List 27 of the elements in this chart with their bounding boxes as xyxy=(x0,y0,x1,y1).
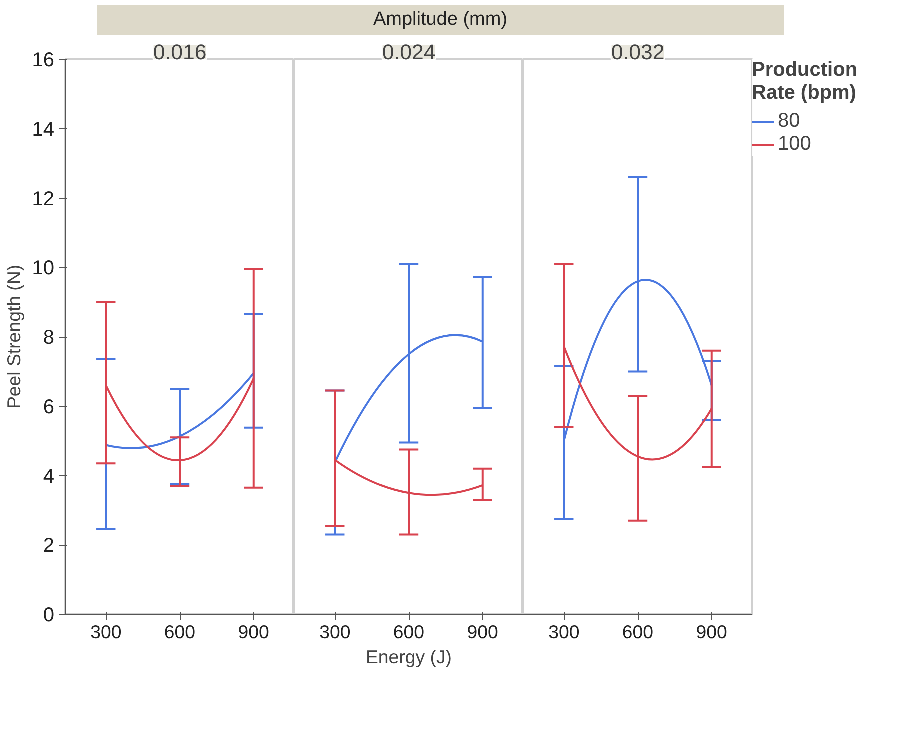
chart-title: 0.016 xyxy=(153,40,207,64)
x-tick-label: 300 xyxy=(320,622,351,642)
x-tick-label: 300 xyxy=(548,622,580,642)
y-tick-label: 8 xyxy=(43,327,54,349)
y-tick-label: 4 xyxy=(43,466,54,488)
legend-label: 80 xyxy=(778,110,800,133)
chart-title: 0.024 xyxy=(382,40,436,64)
legend-label: 100 xyxy=(778,133,812,156)
text: Amplitude (mm) xyxy=(373,8,508,32)
x-tick-label: 900 xyxy=(467,622,498,642)
y-tick-label: 14 xyxy=(32,118,55,141)
legend-title: Production Rate (bpm) xyxy=(752,59,858,105)
x-tick-label: 600 xyxy=(622,622,654,642)
y-tick-label: 16 xyxy=(32,50,55,72)
y-tick-label: 2 xyxy=(43,535,54,558)
x-tick-label: 600 xyxy=(393,622,425,642)
x-tick-label: 900 xyxy=(238,622,270,642)
y-tick-label: 0 xyxy=(43,604,54,626)
y-tick-label: 6 xyxy=(43,396,54,418)
x-tick-label: 600 xyxy=(164,622,196,642)
y-tick-label: 12 xyxy=(32,188,55,210)
x-tick-label: 300 xyxy=(90,622,122,642)
x-tick-label: 900 xyxy=(696,622,728,642)
y-tick-label: 10 xyxy=(32,258,55,280)
x-axis-title: Energy (J) xyxy=(366,646,452,668)
y-axis-title: Peel Strength (N) xyxy=(3,264,24,410)
chart-title: 0.032 xyxy=(611,40,665,64)
